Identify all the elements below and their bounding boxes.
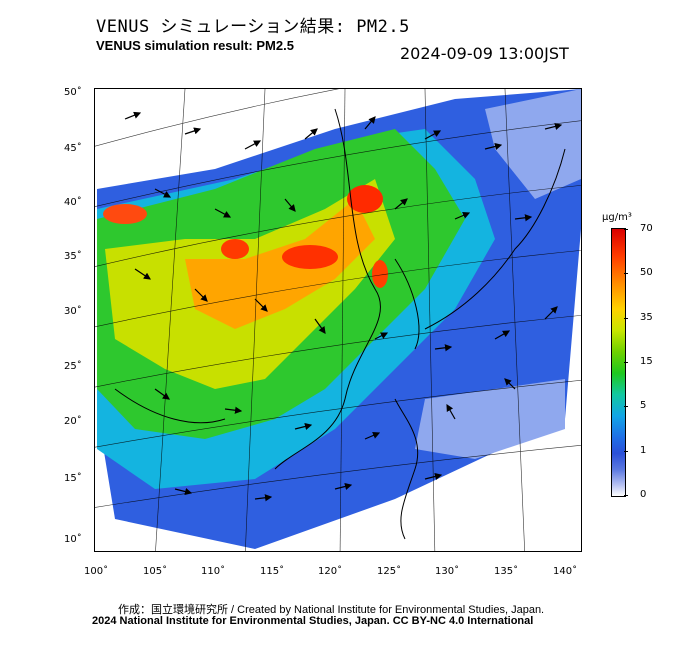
latitude-label: 15˚	[64, 473, 82, 484]
longitude-label: 135˚	[494, 566, 519, 577]
pm25-map	[94, 88, 582, 552]
hotspot-korea	[372, 260, 388, 288]
colorbar-unit: μg/m³	[602, 212, 632, 223]
clean-ocean-zone	[415, 379, 565, 459]
hotspot-shandong	[347, 185, 383, 213]
colorbar-tick	[624, 451, 628, 452]
colorbar-tick	[624, 273, 628, 274]
colorbar-label: 50	[640, 267, 653, 278]
graticule-lines	[95, 89, 581, 551]
latitude-label: 20˚	[64, 416, 82, 427]
longitude-label: 120˚	[318, 566, 343, 577]
colorbar-tick	[624, 318, 628, 319]
longitude-label: 115˚	[260, 566, 285, 577]
colorbar-tick	[624, 406, 628, 407]
pm25-map-graphic	[95, 89, 581, 551]
longitude-label: 100˚	[84, 566, 109, 577]
latitude-label: 35˚	[64, 251, 82, 262]
copyright-line: 2024 National Institute for Environmenta…	[92, 615, 534, 627]
longitude-label: 140˚	[553, 566, 578, 577]
colorbar-label: 1	[640, 445, 647, 456]
colorbar-tick	[624, 229, 628, 230]
colorbar-tick	[624, 495, 628, 496]
longitude-label: 130˚	[435, 566, 460, 577]
colorbar-label: 5	[640, 400, 647, 411]
colorbar-label: 35	[640, 312, 653, 323]
colorbar-label: 0	[640, 489, 647, 500]
hotspot-central	[221, 239, 249, 259]
latitude-label: 50˚	[64, 87, 82, 98]
credit-line: 作成：国立環境研究所 / Created by National Institu…	[118, 604, 545, 616]
latitude-label: 25˚	[64, 361, 82, 372]
high-pm-zone	[185, 199, 375, 329]
map-title-japanese: VENUS シミュレーション結果: PM2.5	[96, 17, 410, 37]
colorbar-label: 70	[640, 223, 653, 234]
coastlines	[114, 108, 566, 540]
map-title-english: VENUS simulation result: PM2.5	[96, 38, 294, 53]
latitude-label: 45˚	[64, 143, 82, 154]
longitude-label: 110˚	[201, 566, 226, 577]
latitude-label: 30˚	[64, 306, 82, 317]
hotspot-north-china	[282, 245, 338, 269]
colorbar-label: 15	[640, 356, 653, 367]
longitude-label: 125˚	[377, 566, 402, 577]
forecast-timestamp: 2024-09-09 13:00JST	[400, 44, 569, 63]
clean-ocean-zone-north	[485, 89, 581, 199]
wind-vectors	[124, 111, 563, 502]
latitude-label: 40˚	[64, 197, 82, 208]
colorbar-tick	[624, 362, 628, 363]
longitude-label: 105˚	[143, 566, 168, 577]
latitude-label: 10˚	[64, 534, 82, 545]
hotspot-west	[103, 204, 147, 224]
